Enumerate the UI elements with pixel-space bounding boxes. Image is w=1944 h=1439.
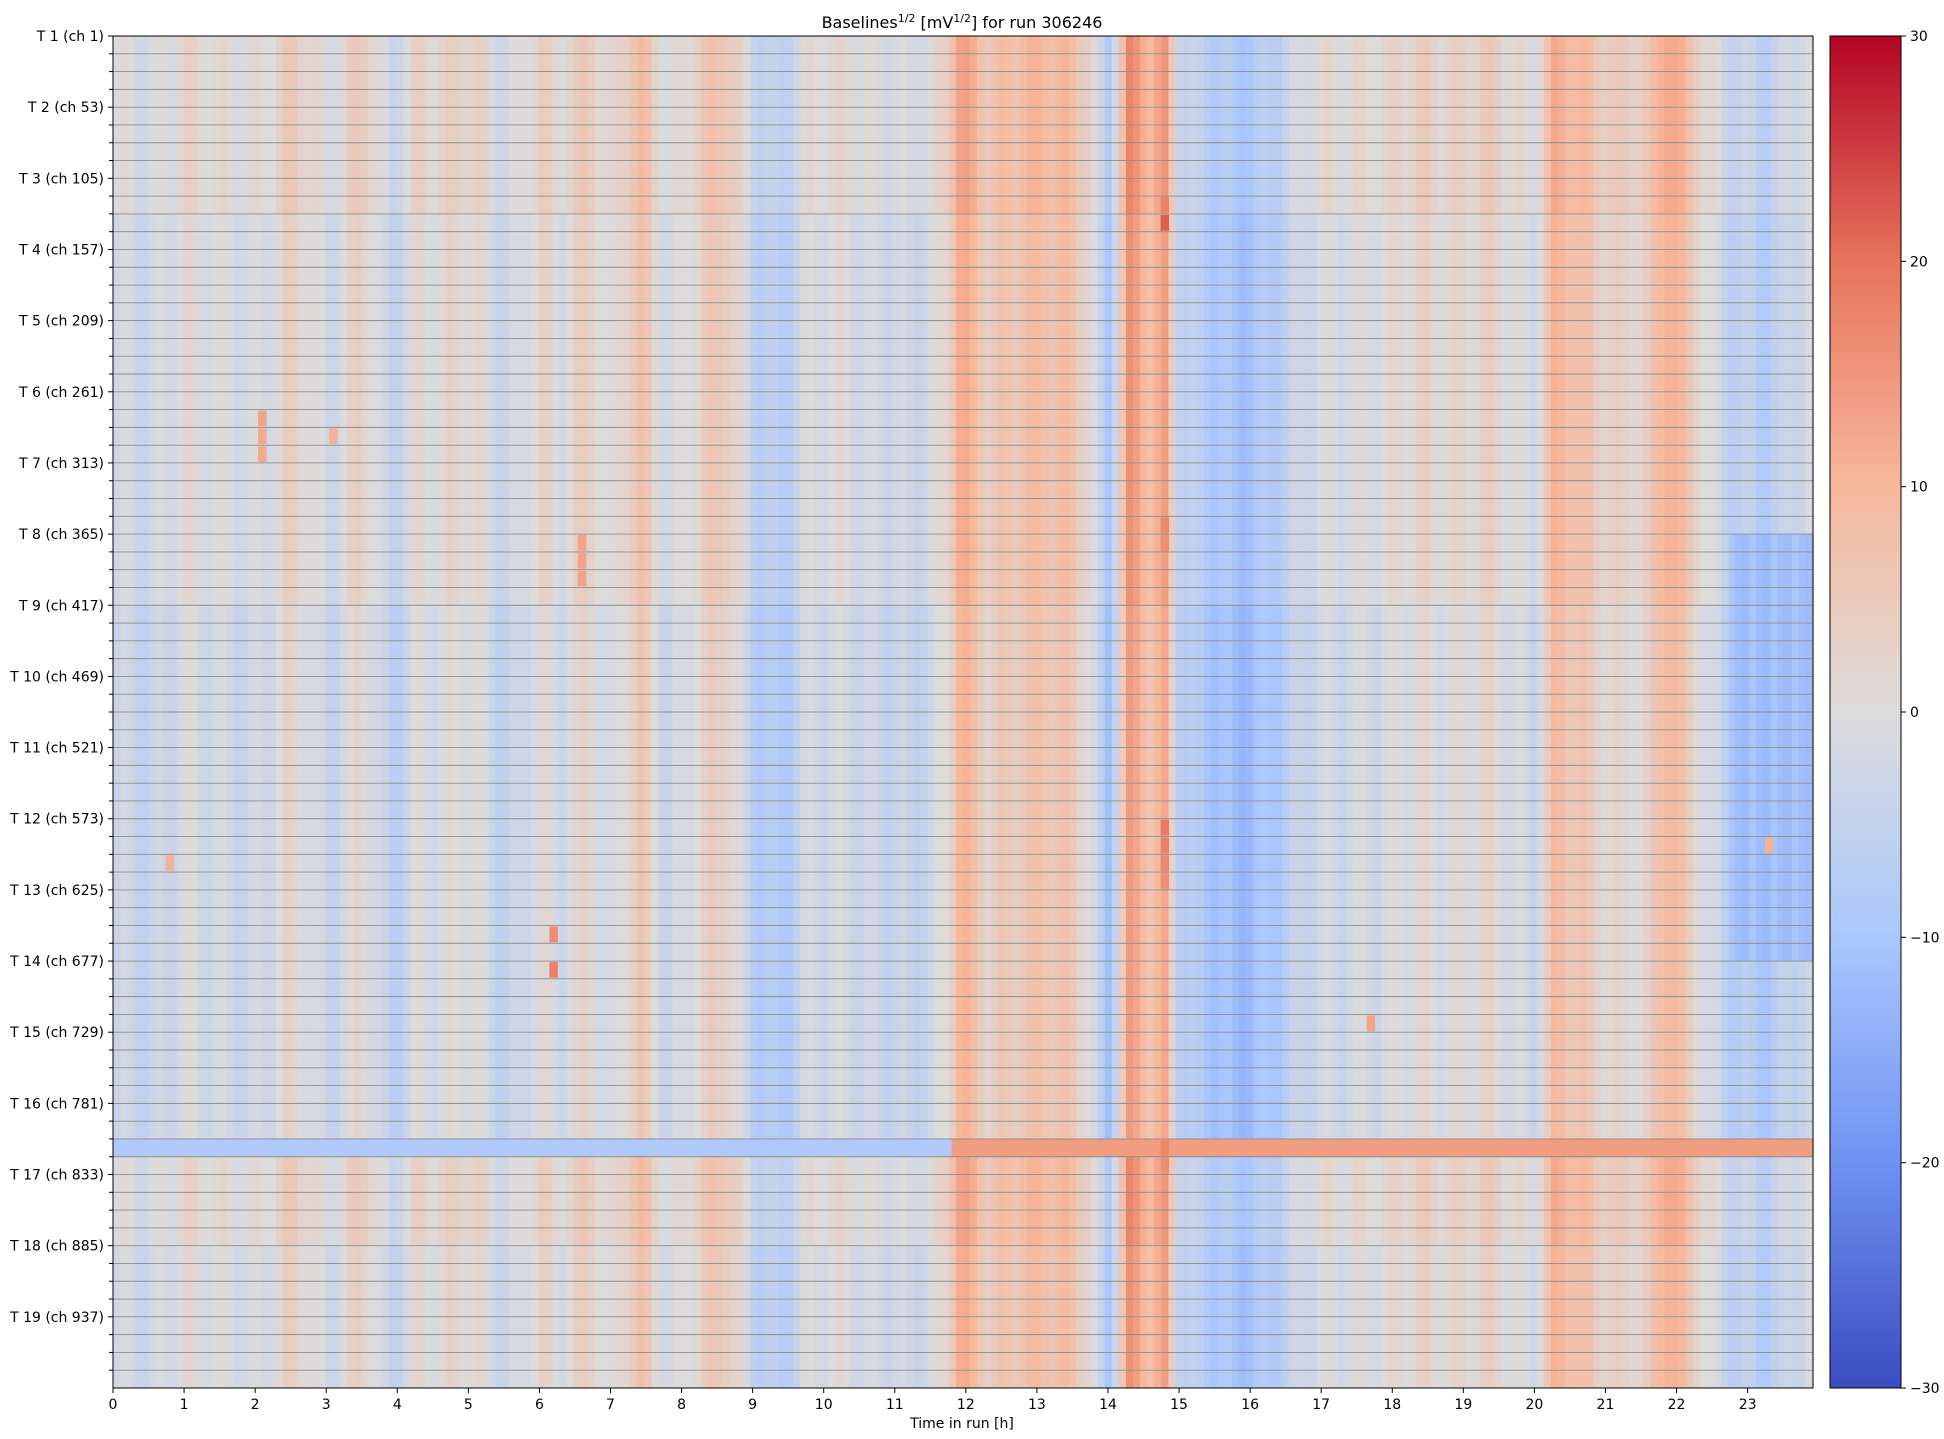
x-tick-label: 15	[1170, 1397, 1188, 1413]
y-tick-label: T 15 (ch 729)	[9, 1025, 104, 1041]
heatmap-plot-area	[112, 35, 1814, 1389]
x-tick-label: 9	[748, 1397, 757, 1413]
x-tick-label: 13	[1028, 1397, 1046, 1413]
x-tick-label: 20	[1525, 1397, 1543, 1413]
heatmap-hot-cell	[577, 535, 587, 551]
colorbar-tick-label: 20	[1910, 254, 1928, 270]
x-tick-label: 16	[1241, 1397, 1259, 1413]
x-tick-label: 21	[1597, 1397, 1615, 1413]
colorbar-tick-label: −20	[1910, 1156, 1940, 1172]
colorbar-tick-label: 30	[1910, 29, 1928, 45]
x-tick-label: 4	[393, 1397, 402, 1413]
heatmap-hot-cell	[1366, 1015, 1376, 1032]
heatmap-special-row	[113, 1138, 952, 1157]
heatmap-hot-cell	[549, 962, 558, 978]
heatmap-hot-cell	[1160, 197, 1170, 213]
heatmap-hot-cell	[1160, 819, 1170, 836]
y-tick-label: T 18 (ch 885)	[9, 1239, 104, 1255]
y-tick-label: T 11 (ch 521)	[9, 741, 104, 757]
heatmap-hot-cell	[258, 446, 267, 462]
x-tick-label: 0	[109, 1397, 118, 1413]
x-tick-label: 7	[606, 1397, 615, 1413]
x-axis-label: Time in run [h]	[909, 1416, 1014, 1432]
title-prefix: Baselines	[822, 13, 898, 32]
y-tick-label: T 6 (ch 261)	[18, 385, 104, 401]
y-axis: T 1 (ch 1) T 2 (ch 53) T 3 (ch 105) T 4 (ch…	[9, 29, 113, 1371]
colorbar-tick-label: −30	[1910, 1381, 1940, 1397]
y-tick-label: T 8 (ch 365)	[18, 527, 104, 543]
x-tick-label: 10	[815, 1397, 833, 1413]
x-tick-label: 2	[251, 1397, 260, 1413]
title-middle-sup: 1/2	[953, 12, 971, 25]
y-tick-label: T 19 (ch 937)	[9, 1310, 104, 1326]
heatmap-hot-cell	[1160, 535, 1170, 551]
y-tick-label: T 7 (ch 313)	[18, 456, 104, 472]
row-grid-lines	[113, 53, 1813, 1371]
title-suffix: ] for run 306246	[971, 13, 1102, 32]
colorbar-ticks: 30 20 10 0 −10 −20 −30	[1901, 29, 1940, 1397]
x-tick-label: 1	[180, 1397, 189, 1413]
x-tick-label: 23	[1739, 1397, 1757, 1413]
y-tick-label: T 5 (ch 209)	[18, 314, 104, 330]
colorbar: 30 20 10 0 −10 −20 −30	[1829, 29, 1940, 1397]
x-tick-label: 8	[677, 1397, 686, 1413]
heatmap-hot-cell	[1160, 214, 1170, 231]
x-tick-label: 5	[464, 1397, 473, 1413]
x-axis: 0 1 2 3 4 5 6 7 8 9 10 11 12 13 14 15 16 17 18 19 20 21 22 23	[109, 1388, 1757, 1413]
chart-title: Baselines1/2 [mV1/2] for run 306246	[822, 12, 1103, 32]
x-tick-label: 3	[322, 1397, 331, 1413]
colorbar-gradient	[1829, 35, 1902, 1389]
x-tick-label: 18	[1383, 1397, 1401, 1413]
y-tick-label: T 10 (ch 469)	[9, 669, 104, 685]
heatmap-hot-cell	[258, 428, 267, 445]
x-tick-label: 6	[535, 1397, 544, 1413]
y-tick-label: T 9 (ch 417)	[18, 598, 104, 614]
heatmap-hot-cell	[1160, 1157, 1170, 1174]
title-middle: [mV	[915, 13, 953, 32]
heatmap-hot-cell	[577, 552, 587, 569]
x-tick-label: 22	[1668, 1397, 1686, 1413]
y-tick-label: T 14 (ch 677)	[9, 954, 104, 970]
heatmap-hot-cell	[1160, 517, 1170, 534]
colorbar-tick-label: 0	[1910, 705, 1919, 721]
x-tick-label: 12	[957, 1397, 975, 1413]
colorbar-tick-label: 10	[1910, 480, 1928, 496]
y-tick-label: T 1 (ch 1)	[36, 29, 104, 45]
y-tick-label: T 16 (ch 781)	[9, 1096, 104, 1112]
y-tick-label: T 4 (ch 157)	[18, 242, 104, 258]
heatmap-special-row	[951, 1138, 1813, 1157]
heatmap-hot-cell	[549, 926, 558, 943]
y-tick-label: T 17 (ch 833)	[9, 1168, 104, 1184]
y-tick-label: T 12 (ch 573)	[9, 812, 104, 828]
x-tick-label: 11	[886, 1397, 904, 1413]
heatmap-hot-cell	[1160, 837, 1170, 854]
x-tick-label: 17	[1312, 1397, 1330, 1413]
heatmap-hot-cell	[1764, 837, 1774, 854]
heatmap-hot-cell	[258, 410, 267, 427]
heatmap-hot-cell	[1160, 1139, 1170, 1156]
heatmap-hot-cell	[1160, 855, 1170, 872]
heatmap-hot-cell	[329, 428, 338, 445]
x-tick-label: 14	[1099, 1397, 1117, 1413]
colorbar-tick-label: −10	[1910, 930, 1940, 946]
y-tick-label: T 3 (ch 105)	[18, 171, 104, 187]
y-tick-label: T 13 (ch 625)	[9, 883, 104, 899]
title-prefix-sup: 1/2	[898, 12, 916, 25]
x-tick-label: 19	[1454, 1397, 1472, 1413]
heatmap-hot-cell	[1160, 873, 1170, 889]
heatmap-hot-cell	[165, 855, 175, 872]
heatmap-hot-cell	[577, 570, 587, 587]
y-tick-label: T 2 (ch 53)	[27, 100, 104, 116]
